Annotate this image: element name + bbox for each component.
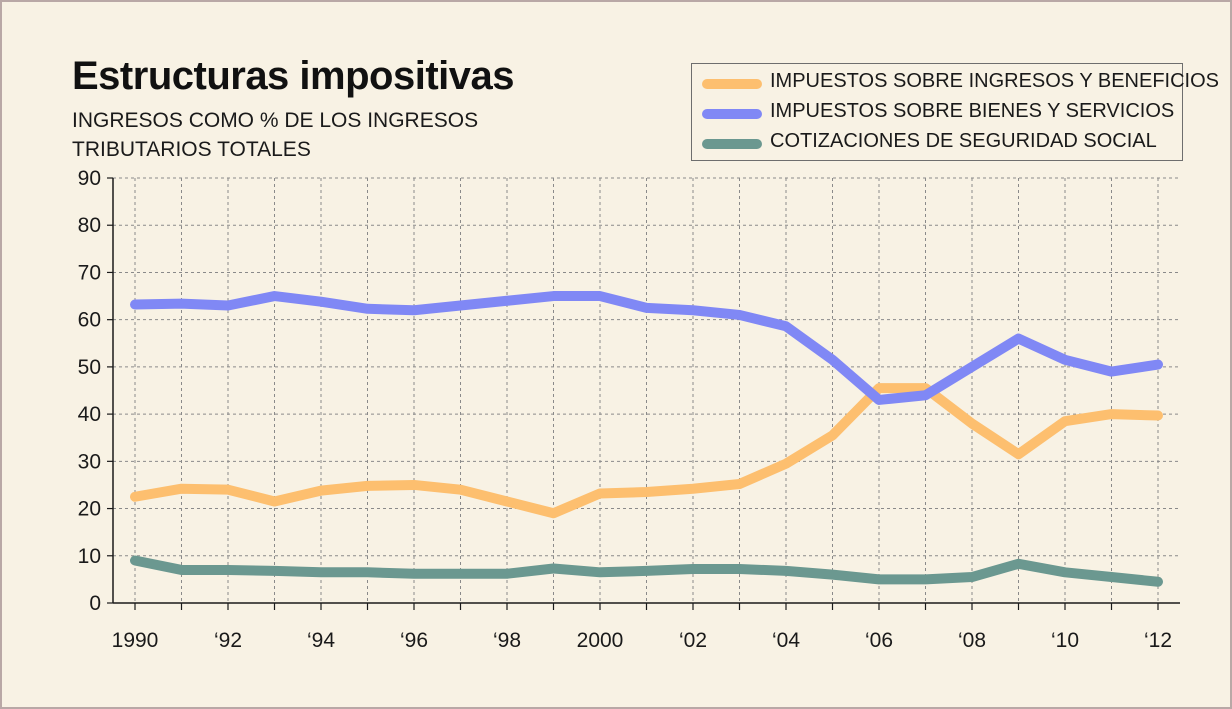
y-tick-label: 40 bbox=[78, 403, 101, 426]
series-line-seguridad bbox=[130, 555, 1163, 587]
legend-item-seguridad: COTIZACIONES DE SEGURIDAD SOCIAL bbox=[692, 128, 1182, 158]
x-tick-label: 2000 bbox=[577, 629, 624, 652]
y-tick-label: 50 bbox=[78, 356, 101, 379]
y-tick-label: 20 bbox=[78, 498, 101, 521]
chart-title: Estructuras impositivas bbox=[72, 54, 515, 98]
y-tick-label: 30 bbox=[78, 450, 101, 473]
chart-subtitle: INGRESOS COMO % DE LOS INGRESOS TRIBUTAR… bbox=[72, 106, 502, 164]
legend-item-ingresos: IMPUESTOS SOBRE INGRESOS Y BENEFICIOS bbox=[692, 68, 1219, 98]
legend-label-seguridad: COTIZACIONES DE SEGURIDAD SOCIAL bbox=[770, 130, 1157, 152]
x-tick-label: ‘10 bbox=[1051, 629, 1079, 652]
x-tick-label: 1990 bbox=[112, 629, 159, 652]
x-tick-label: ‘02 bbox=[679, 629, 707, 652]
x-tick-label: ‘92 bbox=[214, 629, 242, 652]
x-tick-label: ‘94 bbox=[307, 629, 335, 652]
subtitle-line-1: INGRESOS COMO % DE LOS INGRESOS bbox=[72, 109, 479, 132]
legend-label-bienes: IMPUESTOS SOBRE BIENES Y SERVICIOS bbox=[770, 100, 1175, 122]
chart-legend: IMPUESTOS SOBRE INGRESOS Y BENEFICIOS IM… bbox=[691, 63, 1219, 161]
legend-swatch-ingresos bbox=[702, 79, 762, 89]
x-tick-label: ‘08 bbox=[958, 629, 986, 652]
x-tick-label: ‘12 bbox=[1144, 629, 1172, 652]
legend-label-ingresos: IMPUESTOS SOBRE INGRESOS Y BENEFICIOS bbox=[770, 70, 1220, 92]
y-tick-label: 60 bbox=[78, 309, 101, 332]
series-line-bienes bbox=[130, 291, 1163, 405]
subtitle-line-2: TRIBUTARIOS TOTALES bbox=[72, 138, 311, 161]
x-tick-label: ‘96 bbox=[400, 629, 428, 652]
x-tick-label: ‘98 bbox=[493, 629, 521, 652]
x-tick-label: ‘04 bbox=[772, 629, 800, 652]
legend-swatch-seguridad bbox=[702, 139, 762, 149]
legend-swatch-bienes bbox=[702, 109, 762, 119]
y-tick-label: 70 bbox=[78, 261, 101, 284]
y-tick-label: 80 bbox=[78, 214, 101, 237]
y-tick-label: 0 bbox=[89, 592, 101, 615]
y-tick-label: 10 bbox=[78, 545, 101, 568]
series-line-ingresos bbox=[130, 383, 1163, 519]
y-tick-label: 90 bbox=[78, 167, 101, 190]
x-tick-label: ‘06 bbox=[865, 629, 893, 652]
legend-item-bienes: IMPUESTOS SOBRE BIENES Y SERVICIOS bbox=[692, 98, 1182, 128]
